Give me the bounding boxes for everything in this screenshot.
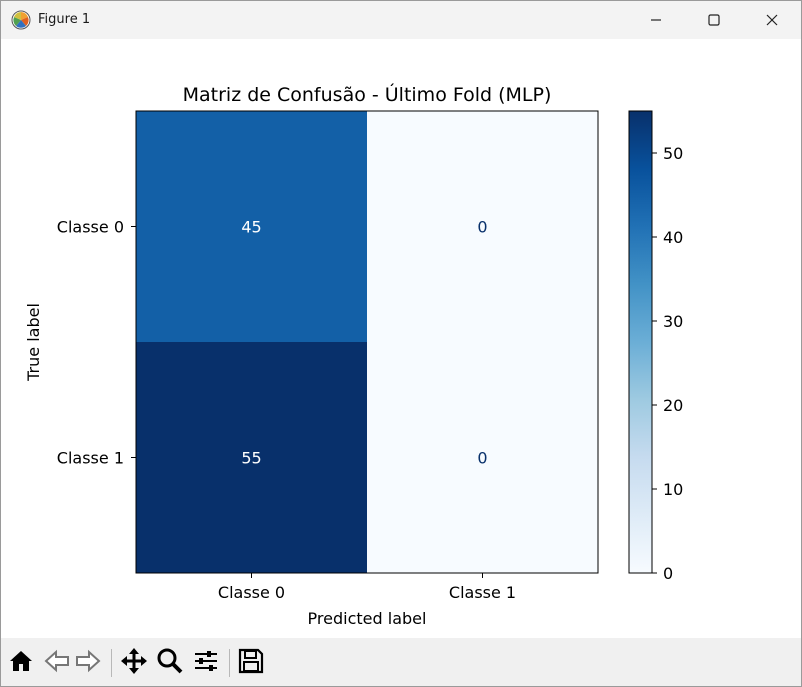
move-icon: [120, 647, 148, 679]
home-icon: [8, 648, 34, 678]
save-button[interactable]: [236, 648, 266, 678]
cell-value-label: 0: [477, 449, 487, 468]
colorbar: [628, 110, 653, 574]
zoom-button[interactable]: [155, 648, 185, 678]
navigation-toolbar: [1, 638, 801, 686]
confusion-matrix-chart: Matriz de Confusão - Último Fold (MLP) 4…: [24, 82, 683, 628]
window-title: Figure 1: [38, 12, 91, 27]
maximize-icon: [708, 11, 720, 30]
sliders-icon: [192, 647, 220, 679]
home-button[interactable]: [6, 648, 36, 678]
minimize-icon: [650, 11, 662, 30]
back-button[interactable]: [42, 648, 72, 678]
matrix-cell: [136, 111, 368, 343]
colorbar-tick-label: 30: [663, 312, 683, 331]
colorbar-tick-label: 20: [663, 396, 683, 415]
x-tick-label: Classe 1: [449, 583, 516, 602]
toolbar-separator: [111, 649, 112, 677]
colorbar-tick-label: 10: [663, 480, 683, 499]
chart-title: Matriz de Confusão - Último Fold (MLP): [183, 82, 552, 106]
colorbar-tick-label: 0: [663, 564, 673, 583]
cell-value-label: 55: [241, 449, 261, 468]
arrow-right-icon: [75, 648, 101, 678]
x-axis-label: Predicted label: [308, 609, 427, 628]
minimize-button[interactable]: [627, 1, 685, 39]
matplotlib-logo-icon: [11, 10, 31, 30]
colorbar-tick-label: 50: [663, 144, 683, 163]
forward-button[interactable]: [73, 648, 103, 678]
y-tick-label: Classe 1: [57, 449, 124, 468]
toolbar-separator: [229, 649, 230, 677]
matrix-cell: [367, 342, 599, 574]
maximize-button[interactable]: [685, 1, 743, 39]
colorbar-tick-label: 40: [663, 228, 683, 247]
title-bar[interactable]: Figure 1: [1, 1, 801, 39]
close-icon: [766, 11, 778, 30]
plot-frame: [135, 110, 599, 574]
matrix-cell: [367, 111, 599, 343]
configure-subplots-button[interactable]: [191, 648, 221, 678]
matrix-cell: [136, 342, 368, 574]
y-tick-label: Classe 0: [57, 218, 124, 237]
magnifier-icon: [156, 647, 184, 679]
close-button[interactable]: [743, 1, 801, 39]
cell-value-label: 0: [477, 218, 487, 237]
pan-button[interactable]: [119, 648, 149, 678]
y-axis-label: True label: [24, 303, 43, 382]
floppy-disk-icon: [238, 648, 264, 678]
arrow-left-icon: [44, 648, 70, 678]
figure-canvas[interactable]: Matriz de Confusão - Último Fold (MLP) 4…: [1, 39, 801, 637]
x-tick-label: Classe 0: [218, 583, 285, 602]
cell-value-label: 45: [241, 218, 261, 237]
